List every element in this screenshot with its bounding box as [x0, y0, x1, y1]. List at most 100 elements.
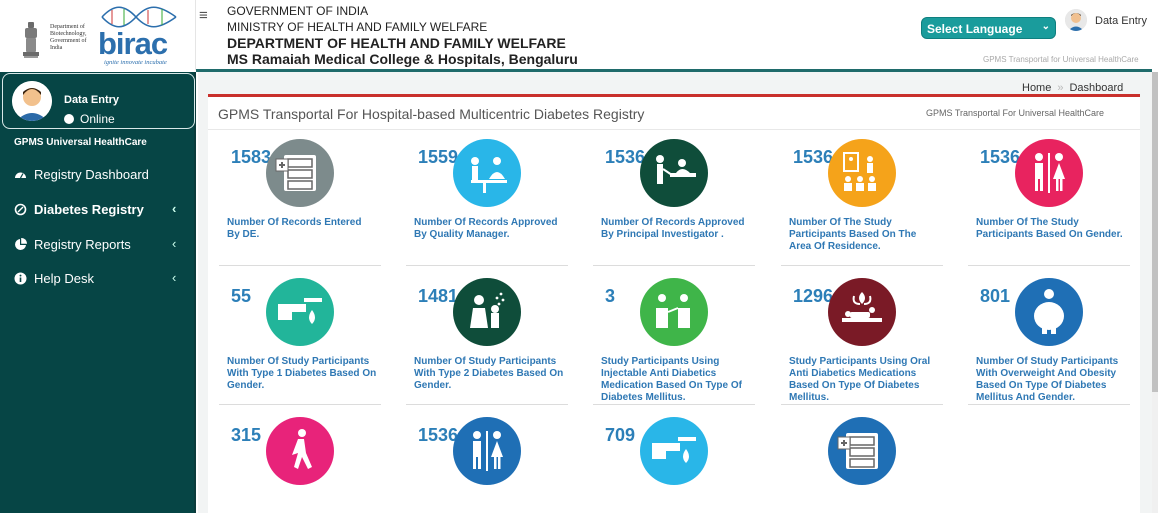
obesity-icon — [1015, 278, 1083, 346]
stat-card[interactable]: 1481 Number Of Study Participants With Ty… — [406, 275, 568, 405]
scrollbar-thumb[interactable] — [1152, 72, 1158, 392]
language-select[interactable]: Select Language ⌄ — [921, 17, 1056, 39]
stat-count: 1536 — [605, 147, 646, 167]
stat-label: Study Participants Using Oral Anti Diabe… — [789, 356, 931, 403]
hamburger-menu-icon[interactable]: ≡ — [199, 7, 208, 24]
chevron-left-icon: ‹ — [172, 201, 177, 216]
sidebar-org-label: GPMS Universal HealthCare — [14, 137, 147, 148]
sidebar-item-registry-reports[interactable]: Registry Reports ‹ — [0, 233, 194, 259]
breadcrumb-separator: » — [1057, 82, 1064, 94]
stat-label: Number Of Study Participants With Type 1… — [227, 356, 377, 391]
circle-icon — [14, 203, 27, 216]
stat-count: 1583 — [231, 147, 272, 167]
panel-subtitle: GPMS Transportal For Universal HealthCar… — [926, 108, 1105, 118]
stat-card[interactable]: 1296 Study Participants Using Oral Anti D… — [781, 275, 943, 405]
user-avatar-icon[interactable] — [1065, 9, 1087, 31]
stat-card[interactable]: 55 Number Of Study Participants With Type… — [219, 275, 381, 405]
user-role-label[interactable]: Data Entry — [1095, 15, 1147, 27]
stat-count: 1296 — [793, 286, 834, 306]
header-divider — [196, 69, 1152, 72]
sidebar-item-label: Registry Reports — [34, 237, 131, 252]
stat-count: 801 — [980, 286, 1011, 306]
stat-count: 1481 — [418, 286, 459, 306]
stat-label: Number Of The Study Participants Based O… — [789, 217, 917, 252]
sidebar-item-registry-dashboard[interactable]: Registry Dashboard — [0, 163, 194, 189]
dbt-text: Department of Biotechnology, Government … — [50, 24, 87, 51]
header-line-3: DEPARTMENT OF HEALTH AND FAMILY WELFARE — [227, 35, 566, 51]
breadcrumb-current: Dashboard — [1069, 82, 1124, 94]
stat-count: 1536 — [418, 425, 459, 445]
stat-label: Number Of Records Approved By Quality Ma… — [414, 217, 558, 240]
header-subtitle: GPMS Transportal for Universal HealthCar… — [983, 55, 1139, 64]
stat-card[interactable]: 1536 — [406, 414, 568, 513]
birac-tagline: ignite innovate incubate — [104, 59, 167, 66]
injection-icon — [640, 278, 708, 346]
herbal-icon — [828, 278, 896, 346]
header-line-4: MS Ramaiah Medical College & Hospitals, … — [227, 51, 578, 67]
chevron-down-icon: ⌄ — [1041, 21, 1050, 32]
doctor-desk-icon — [453, 139, 521, 207]
sidebar-item-label: Diabetes Registry — [34, 202, 144, 217]
panel-divider — [208, 129, 1140, 130]
chevron-left-icon: ‹ — [172, 270, 177, 285]
dashboard-icon — [15, 172, 26, 179]
breadcrumb-home[interactable]: Home — [1022, 82, 1052, 94]
stat-card[interactable]: 801 Number Of Study Participants With Ove… — [968, 275, 1130, 405]
pie-chart-icon — [15, 238, 27, 250]
info-icon — [14, 272, 27, 285]
online-dot-icon — [64, 114, 74, 124]
logo-area[interactable]: Department of Biotechnology, Government … — [0, 0, 196, 70]
header-line-2: MINISTRY OF HEALTH AND FAMILY WELFARE — [227, 20, 488, 34]
sidebar: Data Entry Online GPMS Universal HealthC… — [0, 72, 196, 513]
sidebar-item-help-desk[interactable]: Help Desk ‹ — [0, 267, 194, 293]
online-status-label: Online — [80, 112, 115, 126]
blood-drop-icon — [266, 278, 334, 346]
stat-count: 1536 — [793, 147, 834, 167]
stat-card[interactable]: 709 — [593, 414, 755, 513]
gender-icon — [453, 417, 521, 485]
chevron-left-icon: ‹ — [172, 236, 177, 251]
stat-count: 1536 — [980, 147, 1021, 167]
online-status: Online — [64, 112, 115, 126]
blood-drop-icon — [640, 417, 708, 485]
stat-label: Study Participants Using Injectable Anti… — [601, 356, 742, 403]
sidebar-user-card: Data Entry Online — [2, 73, 195, 129]
stat-card[interactable]: 315 — [219, 414, 381, 513]
stat-card[interactable]: 1559 Number Of Records Approved By Qualit… — [406, 136, 568, 266]
stat-count: 3 — [605, 286, 616, 306]
sidebar-item-diabetes-registry[interactable]: Diabetes Registry ‹ — [0, 198, 194, 224]
stat-count: 709 — [605, 425, 636, 445]
stat-count: 1559 — [418, 147, 459, 167]
walking-icon — [266, 417, 334, 485]
birac-logo-text: birac — [98, 26, 168, 61]
records-icon — [266, 139, 334, 207]
national-emblem-icon — [23, 22, 39, 58]
stat-label: Number Of Study Participants With Overwe… — [976, 356, 1119, 403]
breadcrumb: Home » Dashboard — [1022, 82, 1123, 94]
avatar — [12, 81, 52, 121]
records-icon — [828, 417, 896, 485]
stat-label: Number Of Study Participants With Type 2… — [414, 356, 564, 391]
stat-count: 55 — [231, 286, 252, 306]
spray-icon — [453, 278, 521, 346]
classroom-icon — [828, 139, 896, 207]
stat-card[interactable]: 1583 Number Of Records Entered By DE. — [219, 136, 381, 266]
sidebar-item-label: Registry Dashboard — [34, 167, 149, 182]
birac-dna-icon — [101, 6, 177, 28]
stat-card[interactable]: 1536 Number Of The Study Participants Bas… — [781, 136, 943, 266]
gender-icon — [1015, 139, 1083, 207]
header-line-1: GOVERNMENT OF INDIA — [227, 4, 369, 18]
sidebar-user-name: Data Entry — [64, 94, 120, 106]
page-title: GPMS Transportal For Hospital-based Mult… — [218, 106, 645, 122]
stat-card[interactable]: 1536 Number Of The Study Participants Bas… — [968, 136, 1130, 266]
stat-label: Number Of The Study Participants Based O… — [976, 217, 1123, 240]
language-select-label: Select Language — [927, 22, 1023, 36]
stat-count: 315 — [231, 425, 262, 445]
stat-card[interactable]: 3 Study Participants Using Injectable Ant… — [593, 275, 755, 405]
stat-card[interactable] — [781, 414, 943, 513]
doctor-patient-icon — [640, 139, 708, 207]
stat-card[interactable]: 1536 Number Of Records Approved By Princi… — [593, 136, 755, 266]
sidebar-item-label: Help Desk — [34, 271, 94, 286]
stat-label: Number Of Records Approved By Principal … — [601, 217, 745, 240]
